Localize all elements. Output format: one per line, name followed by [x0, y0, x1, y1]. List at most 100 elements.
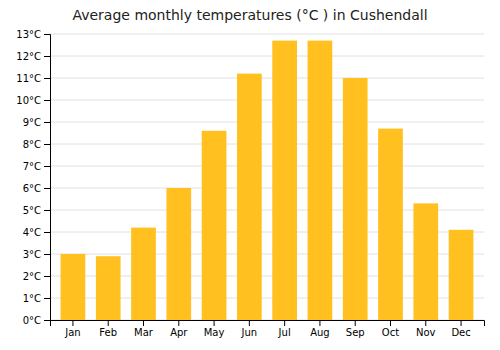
tick: Mar [134, 320, 154, 338]
tick-mark [44, 298, 50, 299]
tick: May [204, 320, 225, 338]
tick: 11°C [16, 73, 50, 84]
tick-mark [355, 320, 356, 326]
tick-mark [44, 56, 50, 57]
axis-line [51, 321, 485, 327]
tick-label: Feb [99, 327, 117, 338]
tick-label: 3°C [23, 249, 41, 260]
tick-mark [214, 320, 215, 326]
tick-label: 0°C [23, 315, 41, 326]
tick-mark [319, 320, 320, 326]
tick-label: Sep [346, 327, 365, 338]
tick: 9°C [23, 117, 50, 128]
tick-mark [284, 320, 285, 326]
x-axis: Jan Feb Mar Apr May Jun Jul Aug Sep Oct Nov Dec [51, 320, 485, 338]
tick: Jul [278, 320, 291, 338]
chart-container: Average monthly temperatures (°C ) in Cu… [0, 0, 500, 350]
tick: Jan [64, 320, 80, 338]
tick-mark [178, 320, 179, 326]
bar [237, 74, 262, 320]
tick: Nov [416, 320, 436, 338]
tick: Apr [170, 320, 188, 338]
grid [50, 34, 484, 320]
tick-mark [44, 144, 50, 145]
title: Average monthly temperatures (°C ) in Cu… [72, 7, 427, 23]
tick-label: 1°C [23, 293, 41, 304]
tick-mark [44, 100, 50, 101]
tick-label: Jan [64, 327, 80, 338]
tick-mark [44, 78, 50, 79]
bar [343, 78, 368, 320]
tick: 3°C [23, 249, 50, 260]
tick-label: 6°C [23, 183, 41, 194]
tick-mark [44, 254, 50, 255]
plot: 0°C 1°C 2°C 3°C 4°C 5°C 6°C 7°C 8°C 9°C 10°C 11°C 12… [16, 29, 484, 338]
tick-label: Jun [241, 327, 258, 338]
tick-label: 10°C [16, 95, 41, 106]
tick-mark [108, 320, 109, 326]
grid-line [50, 144, 484, 145]
tick: Feb [99, 320, 117, 338]
tick-label: 5°C [23, 205, 41, 216]
bar [449, 230, 474, 320]
tick: 1°C [23, 293, 50, 304]
tick-label: Oct [382, 327, 399, 338]
tick-label: Mar [134, 327, 154, 338]
tick: 5°C [23, 205, 50, 216]
tick-label: 11°C [16, 73, 41, 84]
tick: 10°C [16, 95, 50, 106]
bar [166, 188, 191, 320]
grid-line [50, 78, 484, 79]
tick: 8°C [23, 139, 50, 150]
tick: 12°C [16, 51, 50, 62]
tick-label: Apr [170, 327, 188, 338]
tick: 13°C [16, 29, 50, 40]
grid-line [50, 56, 484, 57]
tick-mark [44, 166, 50, 167]
tick-mark [425, 320, 426, 326]
bars [61, 41, 474, 320]
tick-mark [44, 276, 50, 277]
tick-mark [44, 320, 50, 321]
tick-label: 4°C [23, 227, 41, 238]
tick-label: 13°C [16, 29, 41, 40]
bar [378, 129, 403, 320]
bar [413, 203, 438, 320]
tick-label: 7°C [23, 161, 41, 172]
grid-line [50, 188, 484, 189]
tick: 0°C [23, 315, 50, 326]
grid-line [50, 100, 484, 101]
tick-label: Dec [451, 327, 470, 338]
tick: Aug [310, 320, 330, 338]
tick-mark [249, 320, 250, 326]
tick: 2°C [23, 271, 50, 282]
bar [61, 254, 86, 320]
axis-line [44, 35, 51, 321]
tick-mark [44, 34, 50, 35]
tick: 6°C [23, 183, 50, 194]
tick-mark [143, 320, 144, 326]
bar [96, 256, 121, 320]
tick-label: 2°C [23, 271, 41, 282]
grid-line [50, 122, 484, 123]
tick: Sep [346, 320, 365, 338]
tick-label: 12°C [16, 51, 41, 62]
tick: Oct [382, 320, 399, 338]
bar [202, 131, 227, 320]
tick-mark [44, 210, 50, 211]
bar [272, 41, 297, 320]
grid-line [50, 166, 484, 167]
grid-line [50, 34, 484, 35]
tick: 7°C [23, 161, 50, 172]
tick-label: 8°C [23, 139, 41, 150]
tick-mark [461, 320, 462, 326]
tick: 4°C [23, 227, 50, 238]
tick-mark [44, 232, 50, 233]
tick: Dec [451, 320, 470, 338]
tick-mark [44, 188, 50, 189]
bar [131, 228, 156, 320]
y-axis: 0°C 1°C 2°C 3°C 4°C 5°C 6°C 7°C 8°C 9°C 10°C 11°C 12… [16, 29, 50, 326]
tick-mark [390, 320, 391, 326]
tick-label: Nov [416, 327, 436, 338]
tick-mark [72, 320, 73, 326]
